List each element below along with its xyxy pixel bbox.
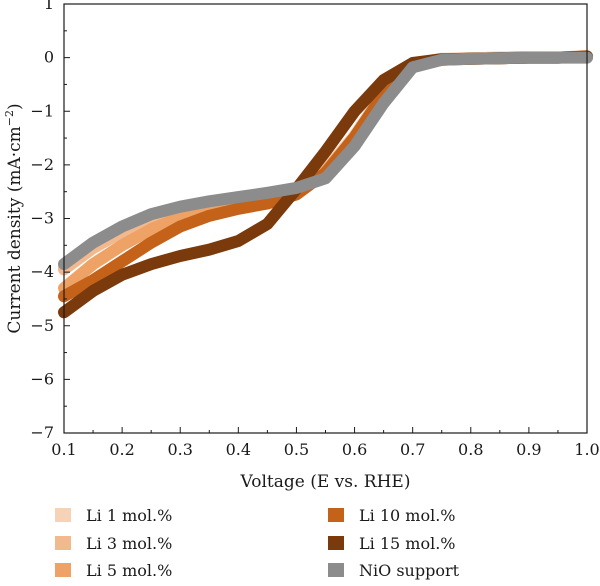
legend-swatch-3 [328, 508, 344, 522]
axis-ticks: 0.1 0.2 0.3 0.4 0.5 0.6 0.7 0.8 0.9 1.0 1 0 −1 −2 −3 −4… [30, 0, 599, 459]
legend-swatch-2 [55, 563, 71, 577]
y-tick-label: −4 [30, 262, 54, 281]
x-axis-title: Voltage (E vs. RHE) [240, 472, 411, 492]
x-tick-label: 0.5 [284, 440, 309, 459]
y-axis-title-sup: −2 [3, 110, 16, 126]
x-tick-label: 0.8 [458, 440, 483, 459]
y-tick-label: −1 [30, 101, 54, 120]
legend-label-3: Li 10 mol.% [359, 506, 455, 525]
x-tick-label: 0.4 [226, 440, 251, 459]
legend-label-4: Li 15 mol.% [359, 534, 455, 553]
plot-lines [58, 50, 593, 319]
y-tick-label: −5 [30, 316, 54, 335]
x-tick-label: 0.6 [342, 440, 367, 459]
y-tick-label: 1 [44, 0, 54, 13]
legend: Li 1 mol.% Li 3 mol.% Li 5 mol.% Li 10 mol.… [55, 506, 460, 580]
y-axis-title: Current density (mA·cm−2) [3, 103, 25, 333]
y-tick-label: −6 [30, 369, 54, 388]
x-tick-label: 1.0 [574, 440, 599, 459]
legend-label-2: Li 5 mol.% [86, 561, 172, 580]
legend-swatch-4 [328, 536, 344, 550]
y-tick-label: −7 [30, 423, 54, 442]
x-tick-label: 0.2 [109, 440, 134, 459]
y-tick-label: −3 [30, 209, 54, 228]
x-tick-label: 0.3 [167, 440, 192, 459]
legend-swatch-1 [55, 536, 71, 550]
legend-swatch-0 [55, 508, 71, 522]
series-line-5 [58, 51, 593, 271]
legend-label-0: Li 1 mol.% [86, 506, 172, 525]
legend-label-5: NiO support [359, 561, 460, 580]
x-tick-label: 0.7 [400, 440, 425, 459]
x-tick-label: 0.1 [51, 440, 76, 459]
y-axis-title-main: Current density (mA·cm [5, 126, 25, 333]
legend-swatch-5 [328, 563, 344, 577]
y-tick-label: 0 [44, 48, 54, 67]
x-tick-label: 0.9 [516, 440, 541, 459]
legend-label-1: Li 3 mol.% [86, 534, 172, 553]
y-axis-title-close: ) [5, 103, 25, 110]
y-tick-label: −2 [30, 155, 54, 174]
